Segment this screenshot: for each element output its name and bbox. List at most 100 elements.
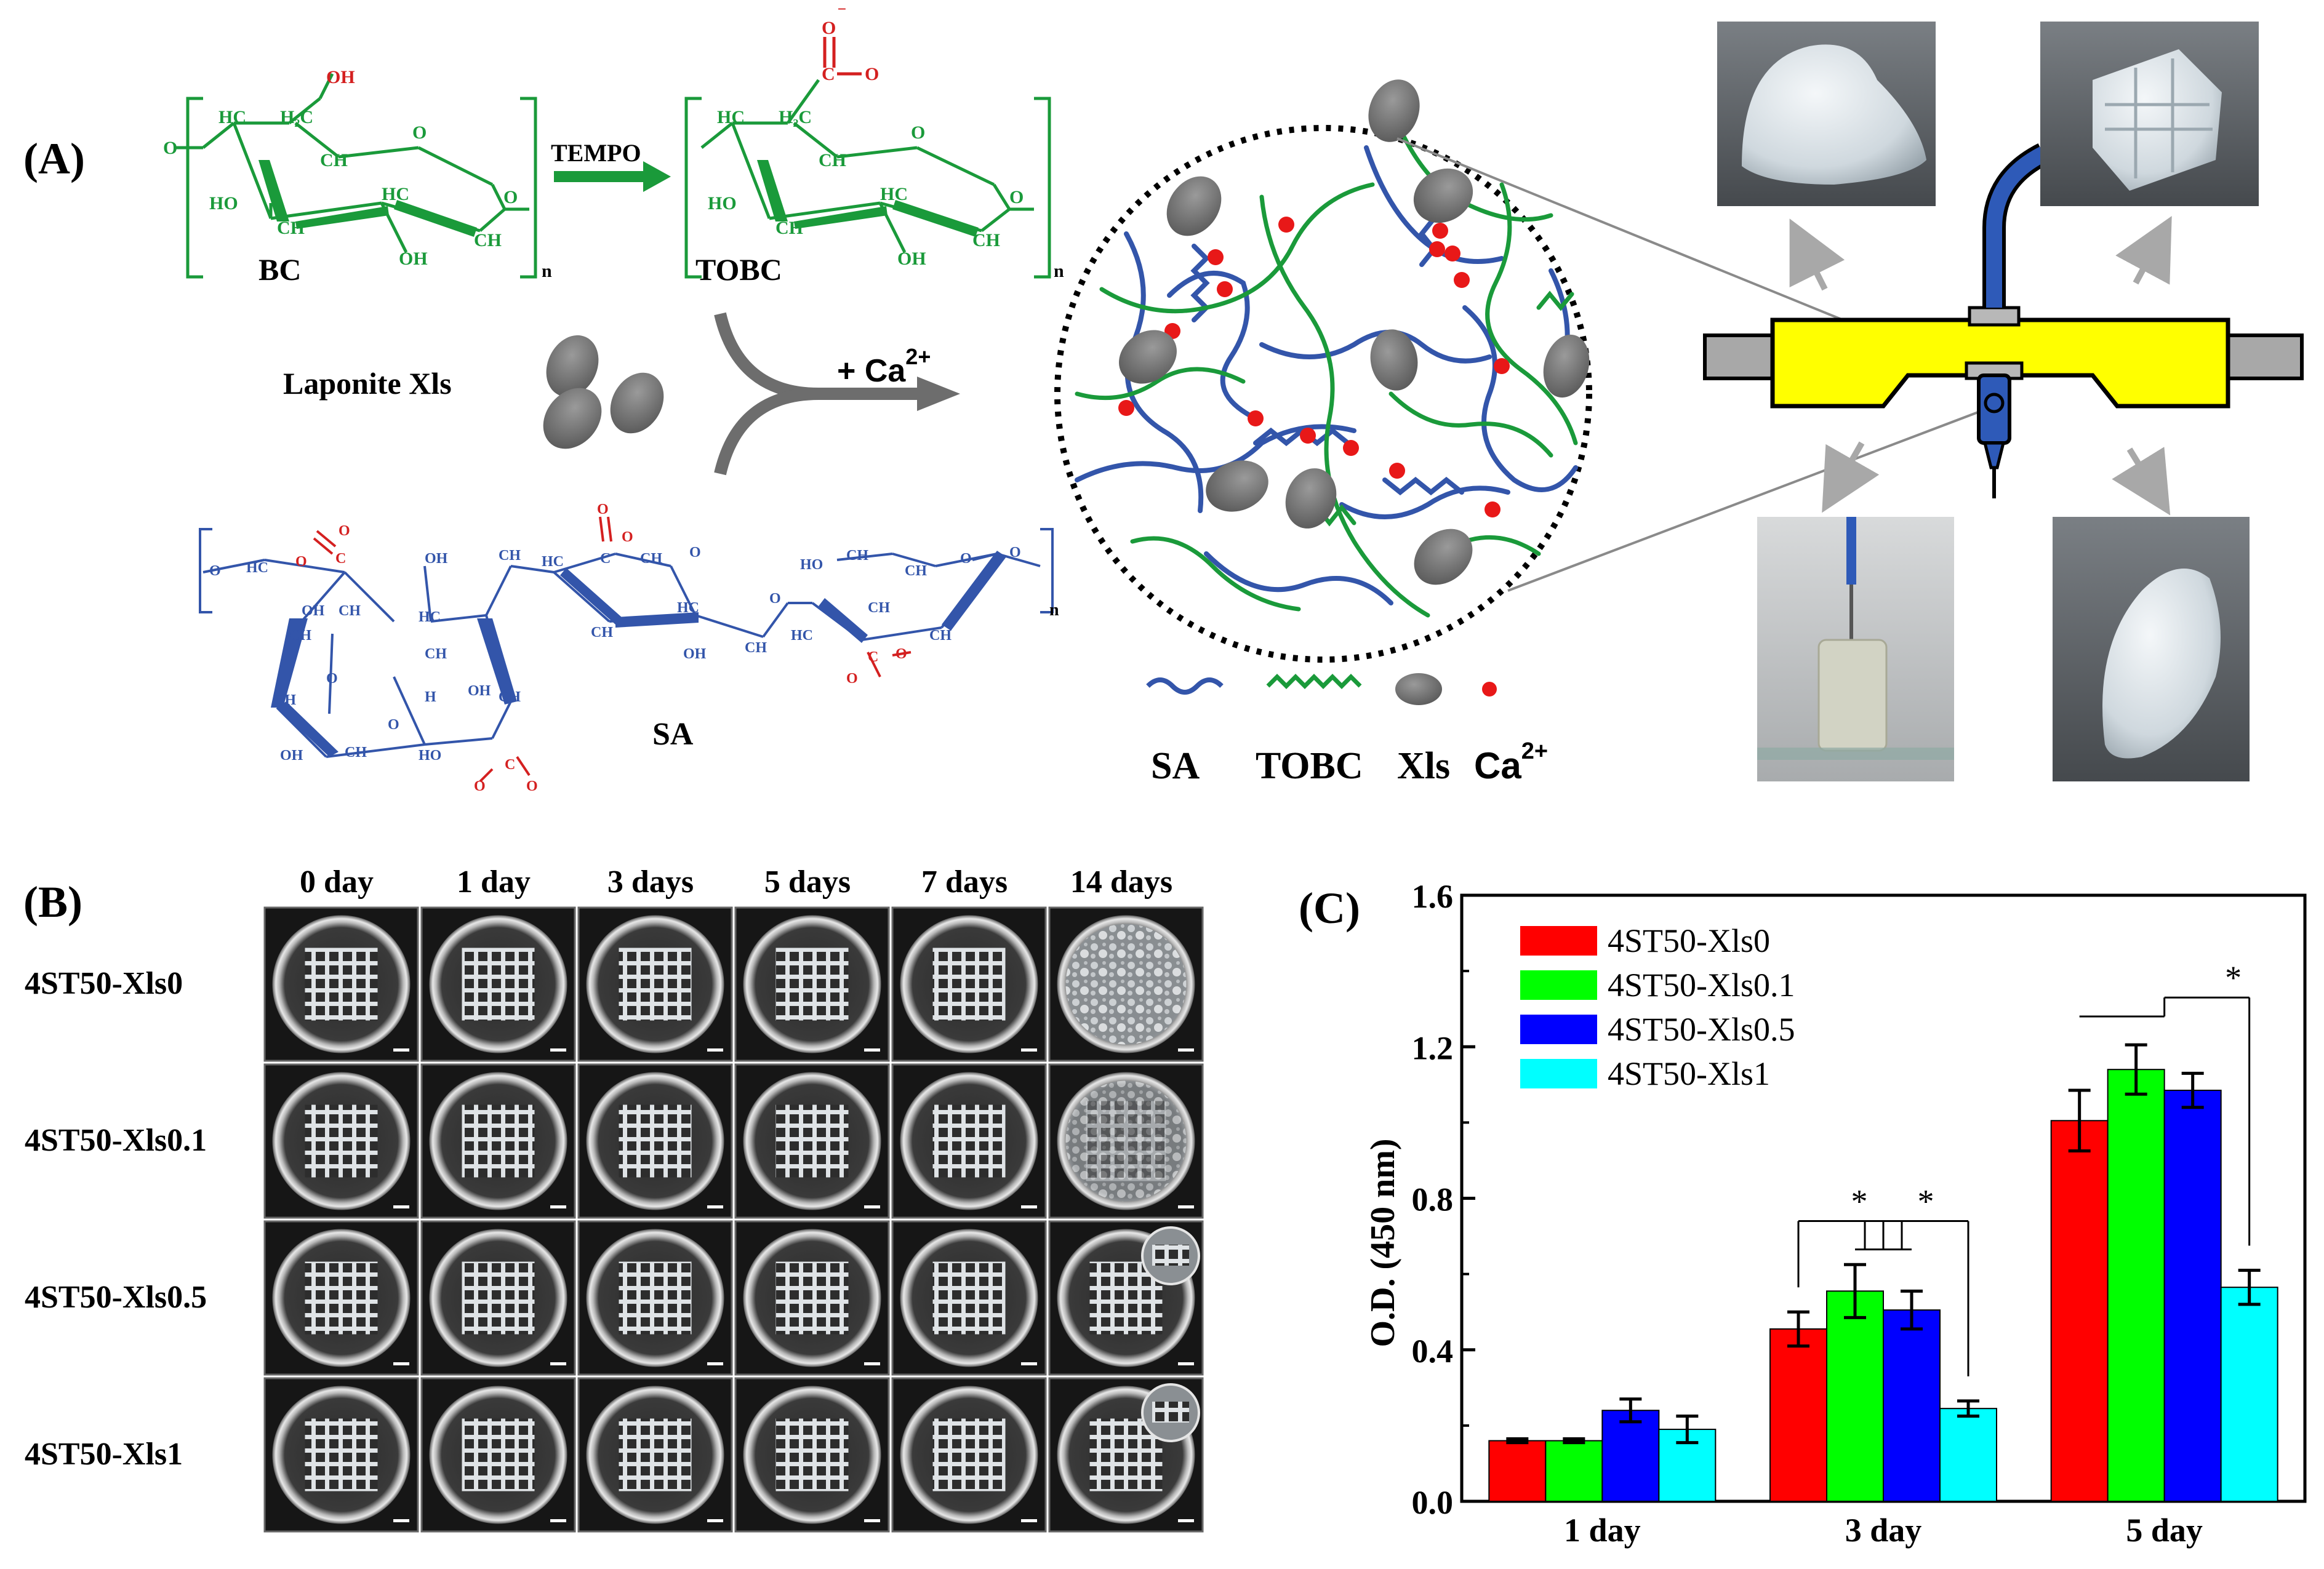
chart-plot: 0.0 0.4 0.8 1.2 1.6 1 day 3 day 5 day * * * 4ST50-X… [1412, 878, 2307, 1549]
legend-label: 4ST50-Xls0 [1608, 922, 1770, 959]
scale-bar [393, 1205, 409, 1208]
bc-atom-ch3: CH [474, 230, 502, 250]
scale-bar [550, 1519, 566, 1522]
dish-cell [734, 906, 890, 1062]
bc-atom-hc: HC [218, 107, 246, 127]
scale-bar [707, 1205, 723, 1208]
column-header: 0 day [300, 864, 374, 900]
y-tick-label: 0.4 [1412, 1333, 1454, 1370]
y-tick-label: 0.8 [1412, 1181, 1454, 1218]
photo-printing-column [1757, 517, 1954, 781]
svg-text:C: C [868, 649, 878, 665]
lattice-scaffold [619, 1261, 692, 1335]
legend-swatch [1520, 970, 1597, 1000]
scale-bar [550, 1362, 566, 1365]
dish-grid [263, 906, 1204, 1533]
bar [1601, 1410, 1660, 1502]
scale-bar [550, 1048, 566, 1052]
dish-cell [420, 1220, 576, 1376]
svg-text:O: O [896, 646, 907, 662]
panel-b-column-headers: 0 day 1 day 3 days 5 days 7 days 14 days [300, 864, 1172, 900]
svg-text:O: O [597, 501, 609, 517]
bc-atom-hc2: HC [382, 184, 409, 204]
ca-label: + Ca2+ [837, 344, 931, 389]
dish-cell [891, 1377, 1047, 1533]
bc-atoms: OH H₂C HC CH O HO CH HC OH CH O O [163, 67, 518, 269]
error-bar [2238, 1268, 2261, 1306]
tempo-arrow-shaft [554, 171, 646, 182]
scale-bar [393, 1519, 409, 1522]
laponite-particle [546, 335, 599, 397]
svg-text:O: O [622, 529, 633, 545]
lattice-scaffold [775, 948, 849, 1021]
lattice-scaffold [462, 1418, 535, 1491]
dish-cell [1048, 1377, 1204, 1533]
legend-ca-label: Ca2+ [1474, 738, 1548, 786]
svg-text:CH: CH [499, 689, 521, 705]
svg-text:HC: HC [542, 554, 564, 570]
x-tick-label: 3 day [1845, 1512, 1922, 1549]
bc-n: n [542, 261, 552, 281]
lattice-scaffold [462, 1261, 535, 1335]
dish-cell [577, 1377, 733, 1533]
error-bar [1787, 1310, 1809, 1348]
svg-text:C: C [335, 551, 346, 567]
bc-atom-h2c: H₂C [280, 107, 313, 127]
photo-lattice-gel [2040, 22, 2259, 206]
sa-carboxyls [313, 516, 912, 783]
svg-text:O: O [388, 717, 399, 733]
svg-text:HC: HC [677, 600, 699, 616]
tempo-label: TEMPO [551, 139, 641, 167]
column-header: 14 days [1070, 864, 1172, 900]
lattice-scaffold [619, 948, 692, 1021]
scale-bar [864, 1048, 880, 1052]
lattice-scaffold [932, 1261, 1006, 1335]
laponite-particle [610, 372, 664, 434]
tobc-atom-h2c: H₂C [779, 107, 812, 127]
svg-text:O: O [474, 778, 486, 794]
lattice-scaffold [305, 1261, 378, 1335]
svg-text:CH: CH [745, 640, 767, 656]
tobc-atom-o-right: O [865, 64, 879, 84]
lattice-scaffold [932, 948, 1006, 1021]
panel-c-label: (C) [1299, 884, 1360, 933]
svg-text:CH: CH [640, 551, 662, 567]
svg-text:O: O [689, 545, 701, 561]
bar [1545, 1440, 1603, 1502]
svg-text:OH: OH [280, 748, 303, 764]
legend-xls-label: Xls [1397, 745, 1450, 787]
scale-bar [1021, 1205, 1037, 1208]
panel-a-label: (A) [23, 134, 85, 183]
scale-bar [707, 1048, 723, 1052]
svg-text:OH: OH [468, 683, 491, 699]
laponite-label: Laponite Xls [283, 366, 452, 401]
svg-text:CH: CH [591, 625, 613, 641]
bc-bold-bond [258, 160, 289, 222]
scale-bar [707, 1519, 723, 1522]
error-bar [1619, 1397, 1642, 1424]
svg-text:CH: CH [868, 600, 890, 616]
bc-atom-o2: O [503, 187, 518, 207]
svg-text:HC: HC [246, 560, 268, 576]
error-bar [1901, 1289, 1923, 1331]
svg-text:CH: CH [289, 628, 311, 644]
significance-bracket [1797, 1220, 1903, 1288]
legend-tobc-line [1266, 674, 1362, 689]
x-tick-label: 5 day [2126, 1512, 2203, 1549]
degraded-scaffold [1065, 924, 1187, 1045]
network-circle [1054, 79, 1592, 663]
dish-cell [734, 1063, 890, 1219]
tobc-atom-ch: CH [819, 150, 846, 170]
merge-arrow-lower [714, 388, 819, 476]
lattice-scaffold [305, 1104, 378, 1178]
significance-bracket [2079, 996, 2251, 1246]
tobc-atom-ho: HO [708, 193, 737, 214]
scale-bar [1021, 1048, 1037, 1052]
significance-star: * [2225, 959, 2242, 996]
tobc-atom-ch3: CH [972, 230, 1000, 250]
legend-xls-ellipse [1395, 673, 1442, 705]
row-label: 4ST50-Xls1 [25, 1437, 183, 1472]
svg-text:HO: HO [419, 748, 441, 764]
lattice-scaffold [932, 1104, 1006, 1178]
y-tick-label: 1.6 [1412, 878, 1454, 915]
